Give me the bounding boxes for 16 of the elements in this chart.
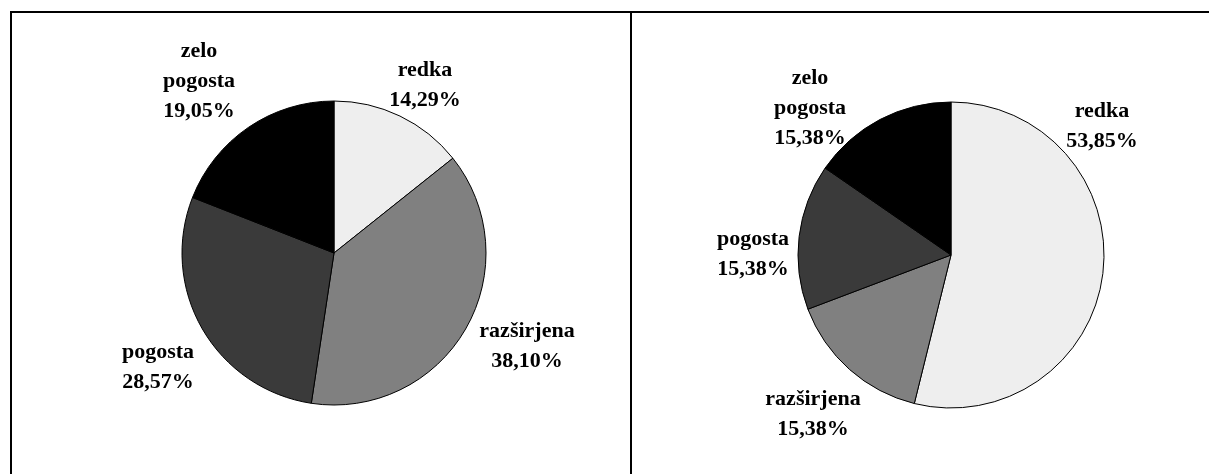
data-label: 15,38% <box>717 254 789 280</box>
data-label: 15,38% <box>774 123 846 149</box>
slice-label: razširjena <box>479 316 575 342</box>
data-label: 28,57% <box>122 367 194 393</box>
slice-label: zelo pogosta <box>162 36 236 92</box>
slice-label: pogosta <box>121 337 195 363</box>
slice-label: zelo pogosta <box>773 63 847 119</box>
data-label: 15,38% <box>777 414 849 440</box>
slice-label: razširjena <box>765 384 861 410</box>
data-label: 53,85% <box>1066 126 1138 152</box>
slice-label: pogosta <box>716 224 790 250</box>
data-label: 19,05% <box>163 96 235 122</box>
data-label: 38,10% <box>491 346 563 372</box>
slice-label: redka <box>397 55 453 81</box>
data-label: 14,29% <box>389 85 461 111</box>
slice-label: redka <box>1074 96 1130 122</box>
